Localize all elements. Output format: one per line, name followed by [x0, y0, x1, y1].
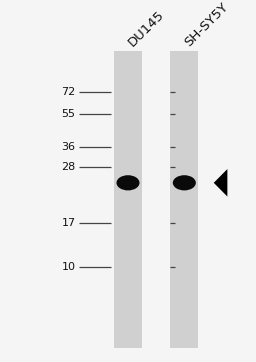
Text: 28: 28	[61, 162, 76, 172]
Text: DU145: DU145	[125, 8, 167, 49]
Text: SH-SY5Y: SH-SY5Y	[182, 0, 230, 49]
Ellipse shape	[173, 175, 196, 190]
Text: 17: 17	[61, 218, 76, 228]
Text: 55: 55	[61, 109, 76, 119]
Text: 36: 36	[61, 142, 76, 152]
Bar	[170, 51, 198, 348]
Bar	[114, 51, 142, 348]
Ellipse shape	[116, 175, 140, 190]
Text: 72: 72	[61, 87, 76, 97]
Text: 10: 10	[61, 262, 76, 272]
Polygon shape	[214, 169, 227, 197]
